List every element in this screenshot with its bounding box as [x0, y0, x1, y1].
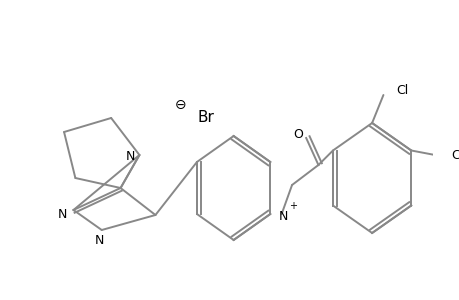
Text: N: N	[125, 151, 134, 164]
Text: O: O	[293, 128, 303, 142]
Text: Cl: Cl	[396, 85, 408, 98]
Text: N: N	[95, 233, 104, 247]
Text: Br: Br	[197, 110, 214, 125]
Text: ⊖: ⊖	[175, 98, 186, 112]
Text: N: N	[278, 209, 288, 223]
Text: N: N	[57, 208, 67, 221]
Text: Cl: Cl	[450, 149, 459, 162]
Text: +: +	[288, 201, 297, 211]
